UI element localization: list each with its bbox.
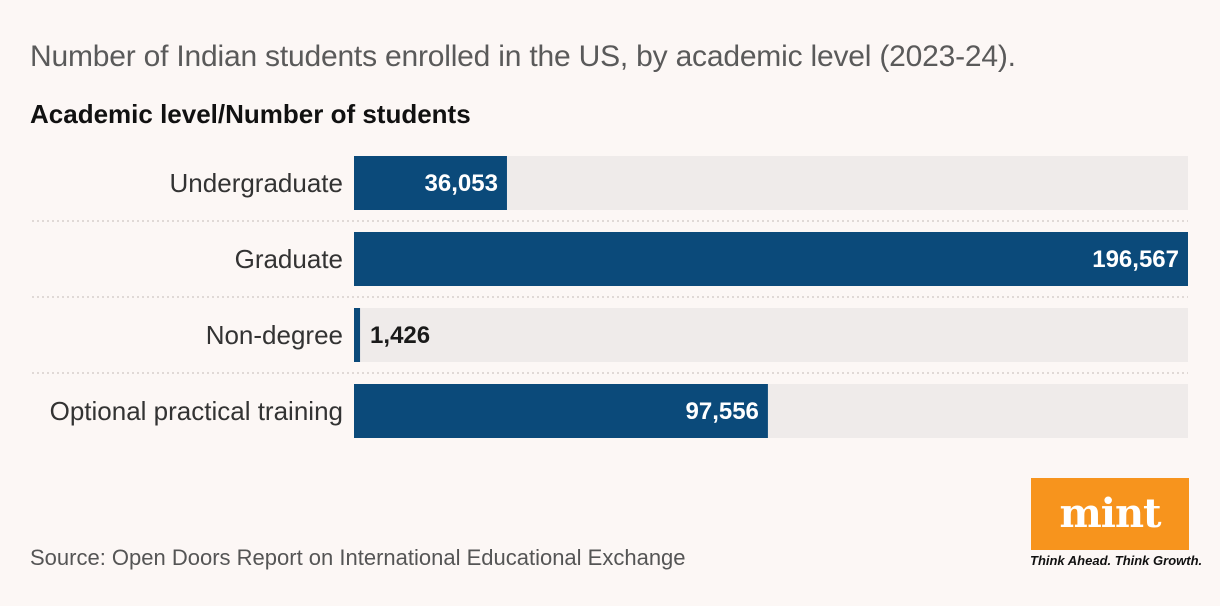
value-label-non-degree: 1,426	[370, 322, 430, 349]
bar-optional-practical-training	[354, 384, 768, 438]
category-label-undergraduate: Undergraduate	[170, 168, 343, 198]
value-label-graduate: 196,567	[1092, 246, 1179, 273]
chart-title: Number of Indian students enrolled in th…	[30, 40, 1016, 73]
category-label-optional-practical-training: Optional practical training	[50, 396, 343, 426]
mint-logo: mint	[1031, 478, 1189, 550]
source-note: Source: Open Doors Report on Internation…	[30, 545, 686, 570]
category-label-non-degree: Non-degree	[206, 320, 343, 350]
mint-logo-text: mint	[1059, 490, 1161, 537]
brand-tagline: Think Ahead. Think Growth.	[1030, 553, 1203, 568]
category-label-graduate: Graduate	[235, 244, 343, 274]
bar-non-degree	[354, 308, 361, 362]
bar-graduate	[354, 232, 1188, 286]
value-label-undergraduate: 36,053	[425, 170, 498, 197]
bar-undergraduate	[354, 156, 507, 210]
value-label-optional-practical-training: 97,556	[686, 398, 759, 425]
chart-subtitle: Academic level/Number of students	[30, 99, 471, 129]
bar-track-non-degree	[354, 308, 1188, 362]
